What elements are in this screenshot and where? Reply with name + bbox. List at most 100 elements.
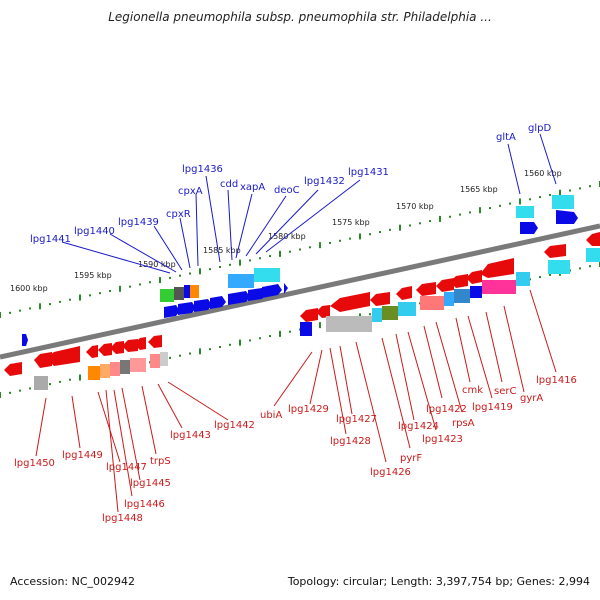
gene-arrow[interactable] bbox=[450, 274, 468, 288]
gene-segment[interactable] bbox=[160, 289, 174, 302]
label-lpg1445[interactable]: lpg1445 bbox=[130, 478, 171, 489]
gene-arrow[interactable] bbox=[436, 278, 454, 292]
label-lpg1432[interactable]: lpg1432 bbox=[304, 176, 345, 187]
gene-segment[interactable] bbox=[548, 260, 570, 274]
gene-segment[interactable] bbox=[420, 296, 444, 310]
gene-arrow[interactable] bbox=[284, 283, 288, 294]
gene-segment[interactable] bbox=[150, 354, 160, 368]
label-lpg1446[interactable]: lpg1446 bbox=[124, 499, 165, 510]
gene-segment[interactable] bbox=[120, 360, 130, 374]
gene-arrow[interactable] bbox=[194, 299, 212, 312]
gene-segment[interactable] bbox=[130, 358, 146, 372]
label-lpg1442[interactable]: lpg1442 bbox=[214, 420, 255, 431]
gene-segment[interactable] bbox=[444, 292, 454, 306]
label-serC[interactable]: serC bbox=[494, 386, 516, 397]
label-cdd[interactable]: cdd bbox=[220, 179, 238, 190]
gene-segment[interactable] bbox=[372, 308, 382, 322]
gene-segment[interactable] bbox=[160, 352, 168, 366]
gene-segment[interactable] bbox=[228, 274, 254, 288]
gene-arrow[interactable] bbox=[46, 346, 80, 366]
label-lpg1423[interactable]: lpg1423 bbox=[422, 434, 463, 445]
label-rpsA[interactable]: rpsA bbox=[452, 418, 475, 429]
gene-segment[interactable] bbox=[516, 272, 530, 286]
label-lpg1436[interactable]: lpg1436 bbox=[182, 164, 223, 175]
label-cpxA[interactable]: cpxA bbox=[178, 186, 203, 197]
gene-segment[interactable] bbox=[190, 285, 199, 298]
label-gltA[interactable]: gltA bbox=[496, 132, 516, 143]
gene-arrow[interactable] bbox=[34, 352, 52, 368]
label-cpxR[interactable]: cpxR bbox=[166, 209, 191, 220]
gene-arrow[interactable] bbox=[370, 292, 390, 306]
label-lpg1447[interactable]: lpg1447 bbox=[106, 462, 147, 473]
gene-arrow[interactable] bbox=[110, 341, 124, 354]
gene-arrow[interactable] bbox=[148, 335, 162, 348]
gene-segment[interactable] bbox=[174, 287, 184, 300]
gene-segment[interactable] bbox=[552, 195, 574, 209]
gene-segment[interactable] bbox=[586, 248, 600, 262]
gene-segment[interactable] bbox=[184, 285, 190, 298]
label-lpg1439[interactable]: lpg1439 bbox=[118, 217, 159, 228]
label-pyrF[interactable]: pyrF bbox=[400, 453, 422, 464]
gene-segment[interactable] bbox=[470, 286, 482, 298]
scale-tick bbox=[489, 207, 491, 210]
label-lpg1431[interactable]: lpg1431 bbox=[348, 167, 389, 178]
gene-segment[interactable] bbox=[88, 366, 100, 380]
gene-arrow[interactable] bbox=[248, 288, 266, 301]
label-lpg1440[interactable]: lpg1440 bbox=[74, 226, 115, 237]
label-lpg1422[interactable]: lpg1422 bbox=[426, 404, 467, 415]
label-lpg1448[interactable]: lpg1448 bbox=[102, 513, 143, 524]
gene-arrow[interactable] bbox=[544, 244, 566, 258]
gene-arrow[interactable] bbox=[4, 362, 22, 376]
gene-segment[interactable] bbox=[34, 376, 48, 390]
gene-arrow[interactable] bbox=[556, 210, 578, 224]
gene-arrow[interactable] bbox=[480, 258, 514, 278]
gene-segment[interactable] bbox=[482, 280, 516, 294]
label-lpg1426[interactable]: lpg1426 bbox=[370, 467, 411, 478]
label-lpg1416[interactable]: lpg1416 bbox=[536, 375, 577, 386]
label-lpg1429[interactable]: lpg1429 bbox=[288, 404, 329, 415]
gene-arrow[interactable] bbox=[228, 291, 250, 305]
gene-segment[interactable] bbox=[254, 268, 280, 282]
gene-segment[interactable] bbox=[398, 302, 416, 316]
gene-arrow[interactable] bbox=[134, 337, 146, 350]
gene-arrow[interactable] bbox=[300, 308, 318, 322]
label-lpg1449[interactable]: lpg1449 bbox=[62, 450, 103, 461]
label-lpg1427[interactable]: lpg1427 bbox=[336, 414, 377, 425]
gene-arrow[interactable] bbox=[396, 286, 412, 300]
gene-segment[interactable] bbox=[100, 364, 110, 378]
gene-arrow[interactable] bbox=[122, 339, 138, 352]
label-lpg1424[interactable]: lpg1424 bbox=[398, 421, 439, 432]
gene-arrow[interactable] bbox=[22, 334, 28, 346]
label-gyrA[interactable]: gyrA bbox=[520, 393, 543, 404]
gene-arrow[interactable] bbox=[466, 270, 482, 284]
gene-segment[interactable] bbox=[110, 362, 120, 376]
gene-arrow[interactable] bbox=[520, 222, 538, 234]
gene-arrow[interactable] bbox=[330, 292, 370, 312]
gene-segment[interactable] bbox=[326, 316, 372, 332]
gene-segment[interactable] bbox=[516, 206, 534, 218]
label-lpg1419[interactable]: lpg1419 bbox=[472, 402, 513, 413]
gene-arrow[interactable] bbox=[586, 232, 600, 246]
label-lpg1428[interactable]: lpg1428 bbox=[330, 436, 371, 447]
gene-arrow[interactable] bbox=[262, 284, 282, 298]
gene-arrow[interactable] bbox=[98, 343, 112, 356]
label-deoC[interactable]: deoC bbox=[274, 185, 300, 196]
label-cmk[interactable]: cmk bbox=[462, 385, 483, 396]
gene-arrow[interactable] bbox=[164, 305, 180, 318]
gene-arrow[interactable] bbox=[86, 345, 98, 358]
label-lpg1443[interactable]: lpg1443 bbox=[170, 430, 211, 441]
gene-arrow[interactable] bbox=[178, 302, 196, 315]
label-ubiA[interactable]: ubiA bbox=[260, 410, 282, 421]
label-lpg1441[interactable]: lpg1441 bbox=[30, 234, 71, 245]
label-glpD[interactable]: glpD bbox=[528, 123, 551, 134]
gene-arrow[interactable] bbox=[416, 282, 436, 296]
gene-arrow[interactable] bbox=[210, 296, 226, 309]
label-xapA[interactable]: xapA bbox=[240, 182, 265, 193]
label-trpS[interactable]: trpS bbox=[150, 456, 171, 467]
gene-segment[interactable] bbox=[454, 289, 470, 303]
gene-arrow[interactable] bbox=[316, 305, 330, 318]
gene-box[interactable] bbox=[300, 322, 312, 336]
label-lpg1450[interactable]: lpg1450 bbox=[14, 458, 55, 469]
gene-segment[interactable] bbox=[382, 306, 398, 320]
